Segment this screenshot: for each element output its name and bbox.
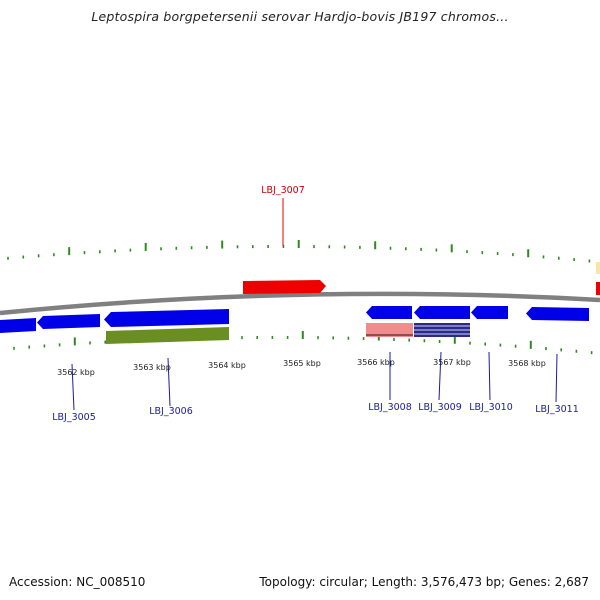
feature-edge-yellow — [596, 262, 600, 274]
gene-arrow-LBJ_3005 — [37, 314, 100, 329]
leader-line — [167, 357, 171, 407]
scale-label: 3568 kbp — [508, 359, 546, 368]
genome-backbone — [0, 291, 600, 316]
tick-track-forward — [7, 239, 591, 263]
scale-label: 3563 kbp — [133, 363, 171, 372]
gene-label-LBJ_3010: LBJ_3010 — [469, 402, 513, 413]
gene-label-LBJ_3008: LBJ_3008 — [368, 402, 412, 413]
gene-arrow-LBJ_3009 — [414, 306, 470, 319]
gene-arrow-LBJ_3011 — [526, 307, 589, 321]
tick-track-reverse — [13, 331, 593, 355]
leader-line — [488, 351, 491, 401]
gene-label-LBJ_3007: LBJ_3007 — [261, 185, 305, 196]
gene-arrow-LBJ_3007 — [243, 280, 326, 294]
scale-label: 3566 kbp — [357, 358, 395, 367]
map-title: Leptospira borgpetersenii serovar Hardjo… — [91, 9, 509, 24]
gene-arrow-partial — [0, 318, 36, 333]
gene-label-LBJ_3011: LBJ_3011 — [535, 404, 579, 415]
leader-line — [438, 351, 442, 401]
feature-track — [0, 262, 600, 344]
gene-label-LBJ_3006: LBJ_3006 — [149, 406, 193, 417]
gene-label-LBJ_3009: LBJ_3009 — [418, 402, 462, 413]
accession-label: Accession: NC_008510 — [9, 575, 146, 589]
scale-labels: 3562 kbp 3563 kbp 3564 kbp 3565 kbp 3566 kbp… — [57, 358, 546, 377]
gene-label-LBJ_3005: LBJ_3005 — [52, 412, 96, 423]
scale-label: 3562 kbp — [57, 368, 95, 377]
gene-arrow-LBJ_3010 — [471, 306, 508, 319]
feature-pink — [366, 323, 413, 337]
scale-label: 3565 kbp — [283, 359, 321, 368]
gene-arrow-LBJ_3006 — [104, 309, 229, 327]
leader-line — [71, 363, 75, 411]
gene-arrow-LBJ_3008 — [366, 306, 412, 319]
gene-labels: LBJ_3005 LBJ_3006 LBJ_3007 LBJ_3008 LBJ_3009… — [52, 185, 579, 423]
genome-summary: Topology: circular; Length: 3,576,473 bp… — [259, 575, 589, 589]
scale-label: 3567 kbp — [433, 358, 471, 367]
leader-line — [555, 353, 558, 403]
gene-leader-lines — [71, 198, 558, 411]
feature-edge-red — [596, 282, 600, 295]
feature-olive — [106, 327, 229, 344]
scale-label: 3564 kbp — [208, 361, 246, 370]
